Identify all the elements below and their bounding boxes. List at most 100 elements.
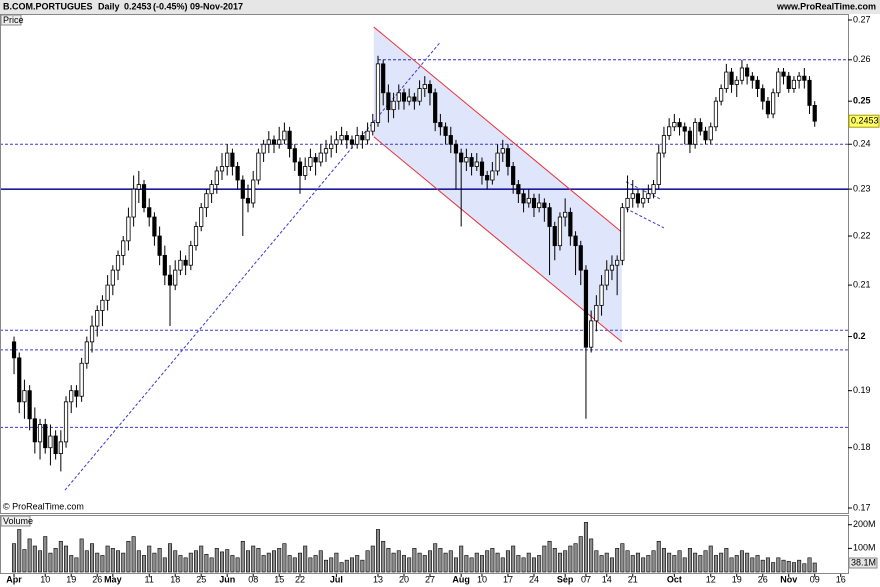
- candle-body: [474, 161, 479, 167]
- volume-bar: [131, 536, 136, 573]
- volume-bar: [708, 545, 713, 573]
- x-tick-label: 27: [425, 574, 435, 584]
- volume-panel: [0, 515, 849, 574]
- y-tick-label: 0.23: [853, 184, 871, 194]
- volume-bar: [568, 545, 573, 573]
- volume-bar: [136, 550, 141, 573]
- volume-bar: [583, 522, 588, 573]
- volume-bar: [459, 545, 464, 573]
- volume-bar: [448, 550, 453, 573]
- candle-body: [141, 184, 147, 209]
- candle-body: [739, 67, 745, 81]
- candle-body: [391, 100, 396, 111]
- candle-body: [459, 152, 464, 163]
- candle-body: [240, 179, 245, 199]
- candle-body: [542, 202, 547, 209]
- candle-body: [511, 166, 516, 185]
- x-tick-label: 09: [810, 574, 820, 584]
- candle-body: [573, 235, 578, 247]
- volume-bar: [84, 550, 89, 573]
- volume-bar: [43, 536, 48, 573]
- candle-body: [167, 274, 173, 286]
- y-tick-label: 0.18: [853, 442, 871, 452]
- volume-bar: [401, 555, 406, 573]
- candle-body: [630, 193, 635, 199]
- candle-body: [126, 216, 131, 242]
- candle-body: [791, 79, 797, 89]
- x-tick-label: May: [104, 574, 122, 584]
- candle-body: [292, 148, 297, 163]
- volume-bar: [58, 540, 63, 573]
- x-tick-label: 12: [706, 574, 716, 584]
- volume-bar: [485, 550, 490, 573]
- price-plot: [1, 26, 848, 491]
- volume-bar: [771, 562, 776, 573]
- candle-body: [251, 179, 256, 204]
- volume-bar: [105, 545, 110, 573]
- volume-bar: [256, 548, 261, 573]
- candle-body: [84, 341, 89, 364]
- candle-body: [396, 92, 401, 102]
- volume-bar: [490, 548, 495, 573]
- y-tick-label: 0.22: [853, 230, 871, 240]
- candle-body: [105, 284, 110, 301]
- volume-bar: [479, 555, 484, 573]
- candle-body: [594, 304, 599, 322]
- candle-body: [32, 418, 37, 443]
- volume-bar: [173, 550, 178, 573]
- volume-bar: [121, 552, 126, 573]
- volume-bar: [526, 552, 531, 573]
- volume-bar: [433, 543, 438, 573]
- candle-body: [552, 226, 557, 247]
- x-tick-label: 18: [170, 574, 180, 584]
- volume-bar: [292, 557, 297, 573]
- volume-bar: [547, 540, 552, 573]
- candle-body: [412, 96, 417, 102]
- volume-bar: [277, 548, 282, 573]
- candle-body: [245, 197, 251, 204]
- candle-body: [771, 92, 776, 115]
- candle-body: [687, 130, 693, 145]
- candle-body: [381, 63, 386, 94]
- x-tick-label: 21: [628, 574, 638, 584]
- candle-body: [433, 92, 438, 123]
- volume-bar: [438, 548, 443, 573]
- volume-bar: [615, 548, 620, 573]
- source: www.ProRealTime.com: [776, 1, 876, 11]
- candle-body: [734, 79, 739, 85]
- volume-bar: [677, 550, 682, 573]
- volume-bar: [22, 549, 27, 573]
- x-tick-label: Sep: [557, 574, 574, 584]
- candle-body: [370, 122, 375, 132]
- candle-body: [661, 135, 667, 154]
- volume-bar: [667, 552, 672, 573]
- volume-bar: [339, 562, 344, 573]
- volume-bar: [64, 545, 69, 573]
- volume-bar: [594, 550, 599, 573]
- volume-bar: [183, 557, 188, 573]
- panel-label: Price: [3, 15, 24, 25]
- volume-bar: [266, 552, 271, 573]
- volume-bar: [641, 557, 646, 573]
- candle-body: [193, 226, 199, 247]
- trend-line: [373, 136, 623, 343]
- volume-bar: [578, 536, 583, 573]
- candle-body: [313, 157, 318, 163]
- volume-bar: [344, 559, 349, 573]
- candle-body: [469, 157, 474, 167]
- candle-body: [625, 197, 630, 209]
- candle-body: [277, 139, 282, 145]
- candle-body: [209, 184, 214, 195]
- volume-bar: [313, 555, 318, 573]
- candle-body: [37, 424, 43, 443]
- volume-bar: [360, 559, 365, 573]
- volume-bar: [755, 555, 760, 573]
- candle-body: [355, 135, 360, 145]
- header-last: 0.2453: [124, 1, 152, 11]
- candle-body: [27, 390, 32, 420]
- candle-body: [297, 161, 303, 176]
- volume-bar: [812, 562, 817, 573]
- candle-body: [703, 130, 708, 141]
- candle-body: [812, 105, 817, 122]
- candle-body: [282, 130, 287, 141]
